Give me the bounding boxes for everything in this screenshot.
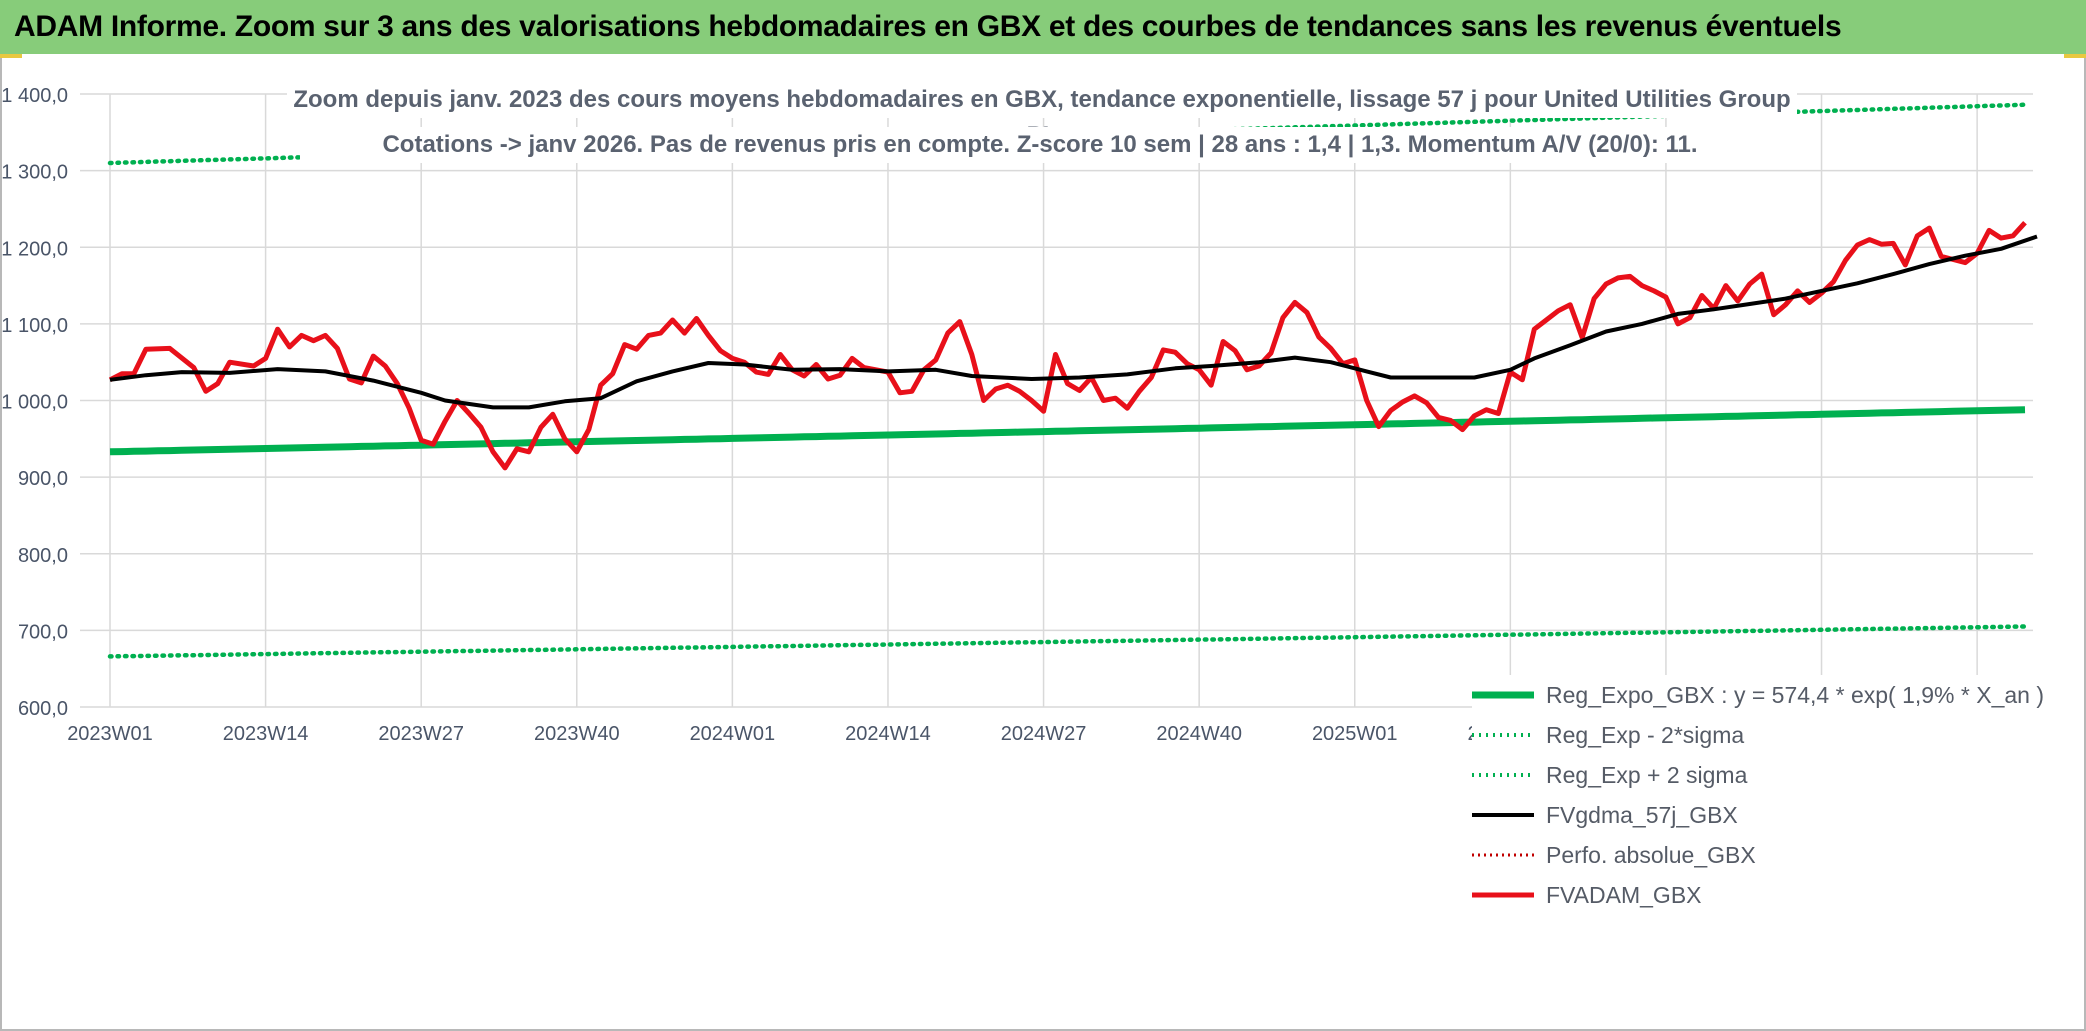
frame-corner-left [0, 54, 22, 58]
x-tick-label: 2024W40 [1156, 723, 1242, 745]
x-tick-label: 2023W01 [67, 723, 153, 745]
y-tick-label: 1 400,0 [1, 85, 68, 107]
series-fvgdma [109, 234, 2038, 410]
series-reg-minus-2sigma [107, 624, 2028, 659]
legend-item-reg-plus: Reg_Exp + 2 sigma [1472, 755, 2042, 795]
y-tick-label: 1 300,0 [1, 162, 68, 184]
series-lines [107, 102, 2038, 659]
legend-swatch-fvadam [1472, 892, 1534, 898]
legend-label-reg-minus: Reg_Exp - 2*sigma [1546, 721, 1745, 748]
legend-label-perfo: Perfo. absolue_GBX [1546, 841, 1756, 868]
y-tick-label: 1 200,0 [1, 238, 68, 260]
x-tick-label: 2024W01 [690, 723, 776, 745]
chart-legend: Reg_Expo_GBX : y = 574,4 * exp( 1,9% * X… [1472, 675, 2044, 915]
chart-title-line2: Cotations -> janv 2026. Pas de revenus p… [300, 127, 1780, 163]
report-title: ADAM Informe. Zoom sur 3 ans des valoris… [14, 10, 1842, 43]
series-reg-expo [109, 406, 2026, 456]
chart-title-line1: Zoom depuis janv. 2023 des cours moyens … [287, 82, 1797, 149]
legend-swatch-reg-plus [1472, 773, 1534, 777]
grid-lines [80, 93, 2033, 708]
legend-item-reg-minus: Reg_Exp - 2*sigma [1472, 715, 2042, 755]
frame-corner-right [2064, 54, 2086, 58]
y-tick-label: 700,0 [18, 621, 68, 643]
legend-item-fvgdma: FVgdma_57j_GBX [1472, 795, 2042, 835]
y-tick-label: 800,0 [18, 545, 68, 567]
x-tick-label: 2024W27 [1001, 723, 1087, 745]
legend-label-reg-plus: Reg_Exp + 2 sigma [1546, 761, 1748, 788]
legend-swatch-reg-expo [1472, 691, 1534, 699]
legend-item-fvadam: FVADAM_GBX [1472, 875, 2042, 915]
legend-label-fvadam: FVADAM_GBX [1546, 881, 1702, 908]
legend-item-reg-expo: Reg_Expo_GBX : y = 574,4 * exp( 1,9% * X… [1472, 675, 2044, 715]
legend-swatch-reg-minus [1472, 733, 1534, 737]
legend-label-reg-expo: Reg_Expo_GBX : y = 574,4 * exp( 1,9% * X… [1546, 681, 2044, 708]
legend-swatch-perfo [1472, 853, 1534, 857]
legend-label-fvgdma: FVgdma_57j_GBX [1546, 801, 1738, 828]
x-tick-label: 2025W01 [1312, 723, 1398, 745]
chart-frame [0, 54, 2086, 1031]
y-axis-ticks: 600,0 700,0 800,0 900,0 1 000,0 1 100,0 1 200,… [1, 85, 68, 720]
x-tick-label: 2023W40 [534, 723, 620, 745]
y-tick-label: 600,0 [18, 698, 68, 720]
report-banner: ADAM Informe. Zoom sur 3 ans des valoris… [0, 0, 2086, 54]
x-tick-label: 2023W27 [378, 723, 464, 745]
y-tick-label: 1 100,0 [1, 315, 68, 337]
x-tick-label: 2024W14 [845, 723, 931, 745]
y-tick-label: 1 000,0 [1, 392, 68, 414]
x-tick-label: 2023W14 [223, 723, 309, 745]
y-tick-label: 900,0 [18, 468, 68, 490]
legend-swatch-fvgdma [1472, 813, 1534, 817]
legend-item-perfo: Perfo. absolue_GBX [1472, 835, 2042, 875]
